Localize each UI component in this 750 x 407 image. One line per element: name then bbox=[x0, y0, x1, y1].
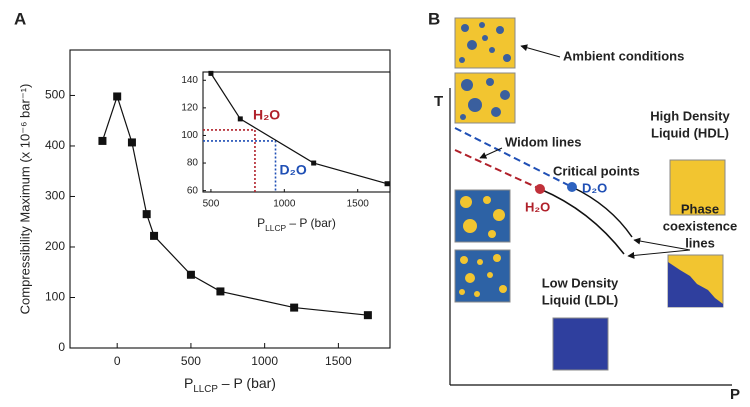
x-axis-label-part: P bbox=[184, 375, 193, 391]
annotation: D₂O bbox=[280, 162, 307, 178]
data-point bbox=[311, 160, 317, 166]
panel-label: A bbox=[14, 9, 26, 28]
y-axis-label: Compressibility Maximum (x 10⁻⁶ bar⁻¹) bbox=[17, 84, 32, 315]
y-tick-label: 140 bbox=[181, 75, 198, 86]
y-tick-label: 80 bbox=[187, 158, 199, 169]
blobs bbox=[459, 22, 511, 63]
arrow bbox=[520, 44, 561, 58]
reference-line bbox=[203, 140, 277, 192]
x-axis-label-part: LLCP bbox=[193, 384, 218, 395]
phase-diagram: T P Ambient conditions Hig bbox=[434, 17, 740, 403]
plot-frame bbox=[202, 71, 391, 193]
y-tick-label: 300 bbox=[45, 189, 65, 203]
y-tick-label: 100 bbox=[45, 290, 65, 304]
annotation: D₂O bbox=[582, 180, 607, 195]
arrow bbox=[633, 237, 691, 251]
reference-line bbox=[203, 129, 256, 192]
data-point bbox=[384, 181, 390, 187]
t-label: T bbox=[434, 93, 443, 110]
x-tick-label: 1000 bbox=[251, 354, 278, 368]
blobs bbox=[460, 196, 505, 238]
data-point bbox=[237, 116, 243, 122]
annotation: Ambient conditions bbox=[563, 48, 684, 63]
y-tick-label: 0 bbox=[58, 340, 65, 354]
arrow bbox=[479, 147, 503, 159]
blobs bbox=[459, 254, 507, 297]
x-axis-label-part: – P (bar) bbox=[218, 375, 276, 391]
x-tick-label: 500 bbox=[203, 199, 220, 210]
data-point bbox=[290, 303, 299, 312]
critical-point bbox=[567, 182, 577, 192]
coexistence-line bbox=[539, 188, 625, 255]
x-axis-label-part: – P (bar) bbox=[286, 216, 336, 230]
data-point bbox=[216, 287, 225, 296]
arrow bbox=[627, 249, 691, 259]
ldl-image bbox=[552, 317, 609, 371]
x-axis-label: PLLCP – P (bar) bbox=[184, 375, 276, 395]
data-point bbox=[363, 311, 372, 320]
coexistence-ldl bbox=[668, 262, 723, 307]
annotation: Liquid (HDL) bbox=[651, 125, 729, 140]
annotation: Liquid (LDL) bbox=[542, 292, 619, 307]
data-point bbox=[113, 92, 122, 101]
annotation: Phase bbox=[681, 201, 719, 216]
p-label: P bbox=[730, 386, 740, 403]
annotation: High Density bbox=[650, 108, 730, 123]
widom-line bbox=[454, 149, 539, 189]
data-point bbox=[142, 210, 151, 219]
data-point bbox=[127, 138, 136, 147]
x-tick-label: 1000 bbox=[273, 199, 296, 210]
annotation: lines bbox=[685, 235, 715, 250]
y-tick-label: 400 bbox=[45, 138, 65, 152]
x-tick-label: 1500 bbox=[347, 199, 370, 210]
x-tick-label: 1500 bbox=[325, 354, 352, 368]
y-tick-label: 120 bbox=[181, 103, 198, 114]
panel-label: B bbox=[428, 9, 440, 28]
data-point bbox=[150, 231, 159, 240]
y-tick-label: 60 bbox=[187, 185, 199, 196]
hdl-image bbox=[669, 159, 726, 216]
annotation: coexistence bbox=[663, 218, 737, 233]
y-tick-label: 100 bbox=[181, 130, 198, 141]
data-point bbox=[186, 270, 195, 279]
annotation: Low Density bbox=[542, 275, 619, 290]
x-tick-label: 500 bbox=[181, 354, 201, 368]
y-tick-label: 500 bbox=[45, 88, 65, 102]
x-tick-label: 0 bbox=[114, 354, 121, 368]
annotation: Critical points bbox=[553, 163, 640, 178]
coexistence-line bbox=[571, 186, 633, 238]
annotation: Widom lines bbox=[505, 134, 581, 149]
data-line bbox=[210, 73, 388, 185]
blobs bbox=[460, 78, 510, 120]
data-point bbox=[208, 70, 214, 76]
critical-point bbox=[535, 184, 545, 194]
x-axis-label: PLLCP – P (bar) bbox=[257, 216, 336, 233]
annotation: H₂O bbox=[525, 199, 550, 214]
data-point bbox=[98, 136, 107, 145]
x-axis-label-part: P bbox=[257, 216, 265, 230]
y-tick-label: 200 bbox=[45, 239, 65, 253]
x-axis-label-part: LLCP bbox=[265, 223, 286, 233]
annotation: H₂O bbox=[253, 107, 280, 123]
